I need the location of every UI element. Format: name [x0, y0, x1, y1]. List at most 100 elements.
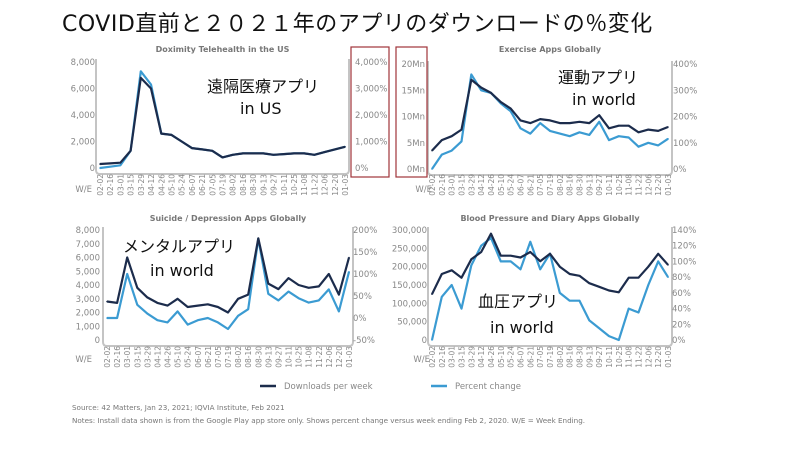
downloads-point [146, 296, 149, 299]
downloads-point [450, 269, 453, 272]
percent-point [237, 315, 239, 317]
downloads-point [119, 161, 122, 164]
percent-point [608, 139, 610, 141]
downloads-point [618, 291, 620, 294]
downloads-point [282, 153, 285, 155]
percent-point [287, 290, 290, 293]
downloads-point [211, 149, 214, 152]
percent-point [588, 319, 591, 322]
downloads-point [470, 78, 473, 81]
x-tick-label: 05-24 [178, 174, 187, 196]
downloads-point [126, 256, 128, 259]
x-tick-label: 08-30 [576, 346, 585, 368]
downloads-point [519, 256, 522, 259]
right-axis-tick: 0% [672, 336, 686, 346]
right-axis-tick: 150% [353, 248, 377, 258]
percent-point [450, 149, 453, 152]
downloads-point [539, 260, 541, 262]
x-tick-label: 07-05 [214, 346, 223, 368]
x-tick-label: 03-01 [448, 346, 457, 368]
x-tick-label: 02-02 [96, 174, 105, 196]
highlight-box [395, 46, 428, 178]
percent-point [196, 319, 199, 322]
left-axis-tick: 5Mn [407, 139, 425, 149]
page-title: COVID直前と２０２１年のアプリのダウンロードの％変化 [62, 12, 653, 37]
downloads-point [201, 148, 203, 151]
axis-frame [95, 59, 350, 175]
downloads-point [598, 114, 600, 116]
downloads-point [568, 122, 571, 124]
x-tick-label: 08-30 [254, 346, 263, 368]
percent-point [460, 307, 463, 310]
downloads-point [307, 286, 310, 289]
right-axis-tick: 20% [672, 320, 691, 330]
x-tick-label: 02-02 [428, 174, 437, 196]
downloads-point [196, 304, 199, 307]
left-axis-tick: 4,000 [76, 281, 100, 291]
x-tick-label: 10-11 [605, 346, 614, 368]
left-axis-tick: 2,000 [71, 138, 95, 148]
downloads-point [293, 152, 295, 155]
downloads-point [333, 148, 336, 151]
right-axis-tick: 4,000% [355, 58, 387, 68]
highlight-box [350, 46, 390, 178]
x-tick-label: 06-21 [526, 174, 535, 196]
percent-point [176, 310, 179, 313]
percent-point [317, 299, 320, 302]
x-tick-label: 06-07 [517, 346, 526, 368]
x-tick-label: 11-22 [635, 174, 644, 196]
x-tick-label: 07-05 [536, 174, 545, 196]
x-tick-label: 10-25 [615, 174, 624, 196]
percent-point [637, 145, 640, 148]
x-tick-label: 05-10 [497, 174, 506, 196]
x-tick-label: 04-26 [164, 346, 173, 368]
percent-point [126, 273, 128, 275]
x-tick-label: 11-08 [305, 346, 314, 368]
x-tick-label: 12-06 [644, 346, 653, 368]
axis-frame [427, 61, 673, 176]
downloads-point [441, 273, 443, 275]
percent-point [667, 138, 669, 140]
x-tick-label: 11-08 [625, 174, 634, 196]
x-tick-label: 10-11 [605, 174, 614, 196]
x-tick-label: 05-24 [507, 346, 516, 368]
downloads-point [106, 300, 108, 303]
downloads-point [608, 127, 610, 130]
percent-point [598, 327, 600, 330]
downloads-point [323, 151, 326, 153]
x-tick-label: 08-16 [239, 174, 248, 196]
downloads-point [529, 122, 532, 124]
notes: Notes: Install data shown is from the Go… [72, 416, 585, 425]
left-axis-tick: 2,000 [76, 309, 100, 319]
x-tick-label: 03-01 [116, 174, 125, 196]
downloads-point [598, 286, 600, 288]
percent-point [480, 89, 482, 92]
downloads-point [247, 293, 249, 296]
left-axis-tick: 7,000 [76, 240, 100, 250]
right-axis-tick: 200% [353, 226, 377, 236]
percent-point [207, 317, 209, 319]
percent-point [578, 131, 581, 134]
x-tick-label: 01-03 [664, 174, 673, 196]
x-tick-label: 07-05 [536, 346, 545, 368]
downloads-point [257, 237, 260, 240]
x-tick-label: 07-19 [219, 174, 228, 196]
downloads-point [529, 251, 532, 253]
x-tick-label: 09-13 [585, 174, 594, 196]
x-axis-label: W/E [75, 185, 92, 195]
downloads-point [559, 122, 561, 124]
x-tick-label: 05-10 [167, 174, 176, 196]
downloads-point [166, 304, 169, 307]
x-tick-label: 10-11 [285, 346, 294, 368]
downloads-point [109, 162, 112, 165]
percent-point [608, 335, 610, 337]
annotation-label: in US [240, 99, 282, 118]
left-axis-tick: 1,000 [76, 322, 100, 332]
downloads-point [608, 289, 610, 292]
right-axis-tick: 100% [353, 270, 377, 280]
percent-point [627, 136, 630, 139]
right-axis-tick: 40% [672, 305, 691, 315]
percent-point [267, 293, 270, 295]
x-tick-label: 07-19 [224, 346, 233, 368]
percent-point [460, 140, 463, 143]
